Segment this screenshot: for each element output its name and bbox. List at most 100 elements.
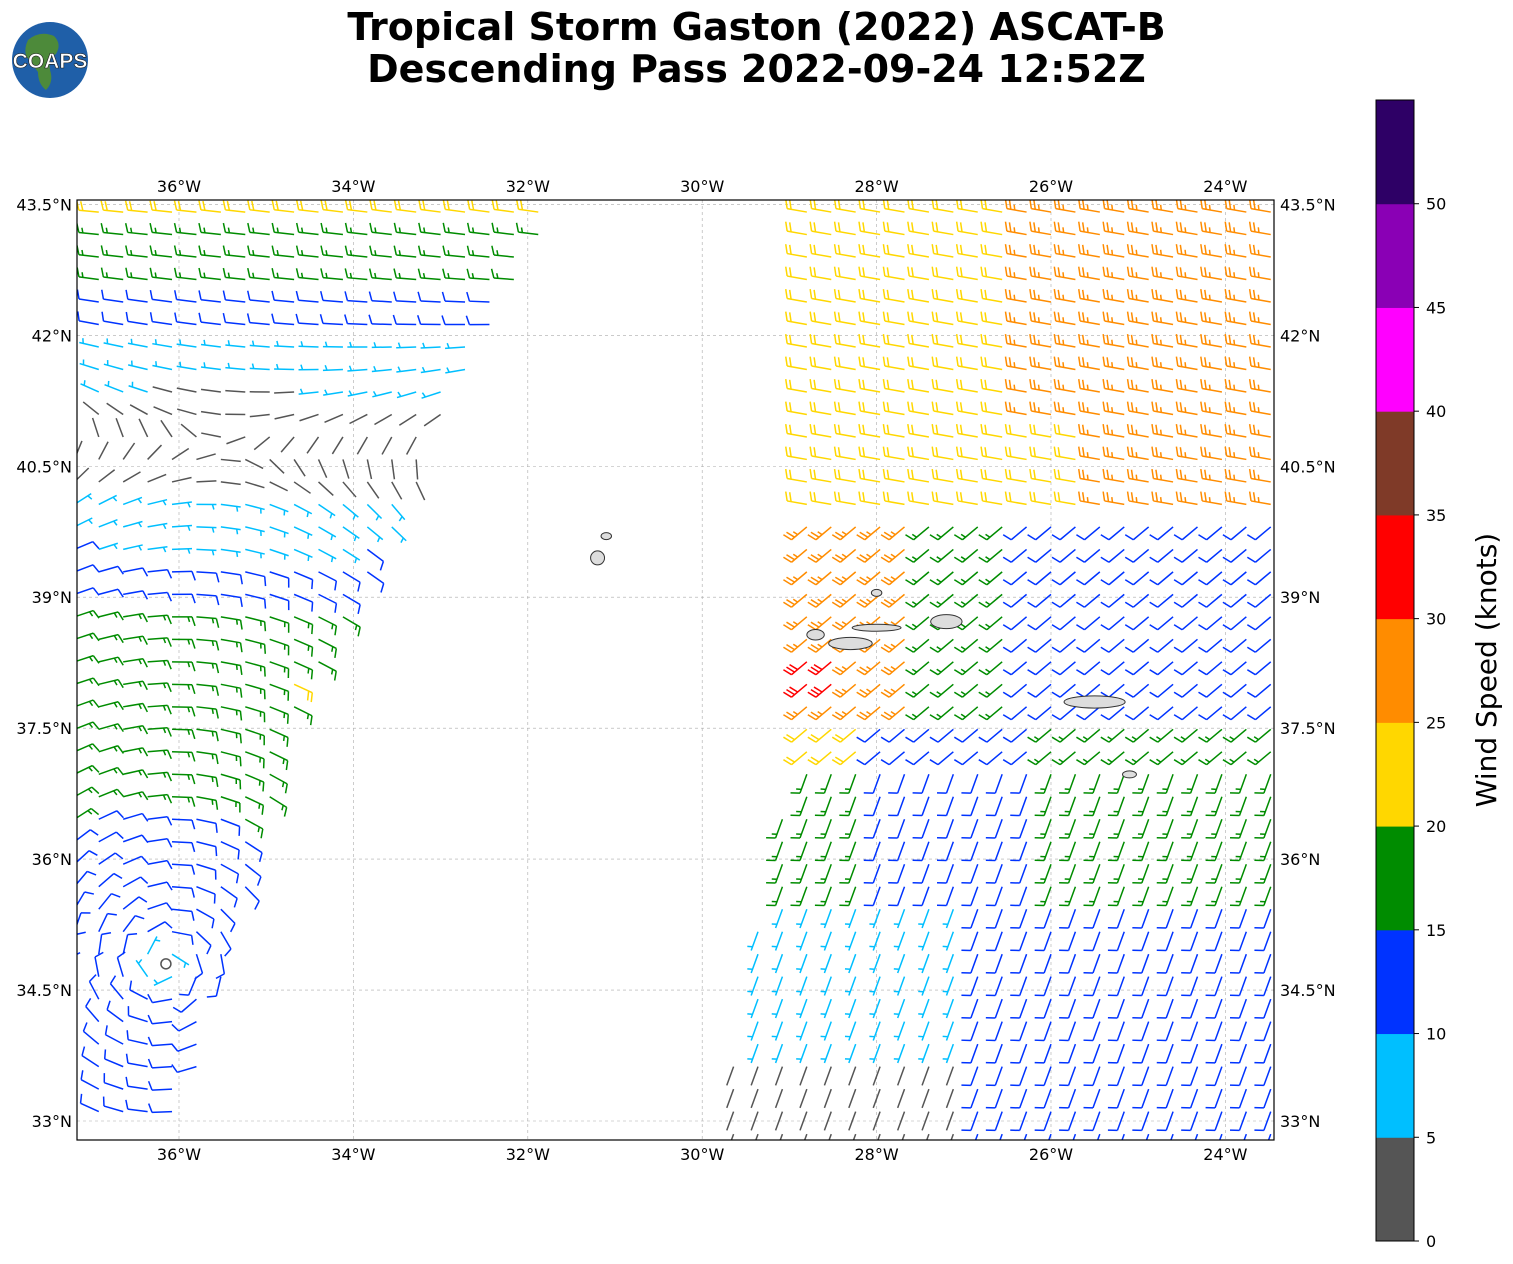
wind-barb — [516, 200, 539, 213]
wind-barb — [125, 1076, 148, 1090]
wind-barb — [925, 1133, 930, 1140]
wind-barb — [1254, 1066, 1272, 1087]
wind-barb — [245, 526, 265, 536]
wind-barb — [1200, 379, 1223, 393]
wind-barb — [882, 356, 905, 371]
wind-barb — [1229, 998, 1248, 1019]
wind-barb — [57, 380, 75, 392]
wind-barb — [1027, 571, 1052, 586]
wind-barb — [1004, 221, 1027, 236]
wind-barb — [1246, 661, 1272, 676]
wind-barb — [1248, 334, 1271, 348]
wind-barb — [942, 1021, 955, 1041]
wind-barb — [1076, 593, 1101, 608]
wind-barb — [980, 334, 1003, 348]
wind-barb — [1229, 953, 1248, 974]
wind-barb — [79, 359, 99, 371]
wind-barb — [831, 526, 857, 541]
colorbar-bin — [1376, 411, 1414, 516]
wind-barb — [196, 548, 217, 556]
wind-barb — [771, 953, 784, 974]
wind-barb — [1126, 379, 1149, 393]
wind-barb — [869, 998, 881, 1019]
wind-barb — [955, 221, 978, 236]
wind-barb — [225, 362, 246, 371]
wind-barb — [750, 1088, 759, 1109]
wind-barb — [77, 540, 100, 550]
wind-barb — [1051, 638, 1076, 653]
wind-barb — [98, 588, 124, 598]
wind-barb — [1107, 908, 1125, 929]
wind-barb — [269, 683, 290, 701]
wind-barb — [856, 571, 881, 586]
wind-barb — [491, 245, 514, 258]
wind-barb — [726, 1066, 735, 1086]
wind-barb — [785, 289, 807, 303]
wind-barb — [171, 885, 195, 898]
wind-barb — [179, 976, 198, 996]
wind-barb — [1248, 401, 1271, 416]
wind-barb — [491, 200, 514, 213]
wind-barb — [936, 841, 955, 862]
wind-barb — [220, 548, 241, 557]
wind-barb — [293, 683, 314, 703]
wind-barb — [123, 658, 148, 668]
wind-barb — [1053, 356, 1076, 371]
wind-barb — [125, 1099, 148, 1113]
wind-barb — [783, 571, 808, 586]
wind-barb — [171, 1043, 197, 1052]
wind-barb — [125, 245, 148, 258]
wind-barb — [77, 654, 100, 664]
wind-barb — [766, 818, 784, 839]
wind-barb — [271, 268, 295, 281]
wind-barb — [1078, 334, 1100, 348]
wind-barb — [799, 1088, 808, 1109]
wind-barb — [1076, 571, 1101, 586]
wind-barb — [1100, 661, 1125, 676]
wind-barb — [882, 244, 905, 258]
wind-barb — [196, 773, 219, 787]
wind-barb — [171, 447, 190, 461]
lon-tick-label: 30°W — [680, 177, 724, 196]
wind-barb — [985, 976, 1003, 997]
wind-barb — [1200, 356, 1223, 371]
wind-barb — [55, 359, 74, 369]
wind-barb — [1198, 526, 1223, 541]
island-corvo — [600, 532, 613, 541]
wind-barb — [1029, 334, 1052, 348]
wind-barb — [905, 571, 930, 586]
wind-barb — [1076, 751, 1101, 766]
wind-barb — [1173, 728, 1198, 743]
wind-barb — [371, 365, 392, 373]
wind-barb — [893, 1021, 906, 1041]
lon-tick-label: 26°W — [1029, 177, 1073, 196]
wind-barb — [245, 548, 265, 559]
wind-barb — [398, 413, 417, 426]
wind-barb — [1076, 616, 1101, 631]
colorbar-tick-label: 5 — [1426, 1128, 1436, 1147]
wind-barb — [1002, 751, 1028, 766]
lat-tick-label: 39°N — [1280, 588, 1320, 607]
wind-barb — [980, 200, 1003, 213]
wind-barb — [790, 886, 808, 907]
wind-barb — [198, 200, 221, 213]
wind-barb — [961, 931, 979, 952]
wind-barb — [1124, 548, 1150, 563]
wind-barb — [980, 379, 1003, 393]
wind-barb — [1175, 446, 1198, 461]
wind-barb — [1173, 526, 1198, 541]
wind-barb — [293, 593, 314, 612]
wind-barb — [809, 356, 832, 371]
wind-barb — [293, 459, 306, 477]
wind-barb — [269, 593, 290, 611]
wind-barb — [1198, 548, 1223, 563]
wind-barb — [961, 908, 979, 929]
wind-barb — [931, 356, 954, 371]
wind-barb — [1078, 311, 1100, 326]
wind-barb — [180, 423, 197, 438]
wind-barb — [173, 222, 197, 236]
wind-barb — [1002, 683, 1028, 698]
wind-barb — [293, 571, 314, 590]
wind-barb — [147, 749, 172, 760]
wind-barb — [85, 997, 100, 1023]
